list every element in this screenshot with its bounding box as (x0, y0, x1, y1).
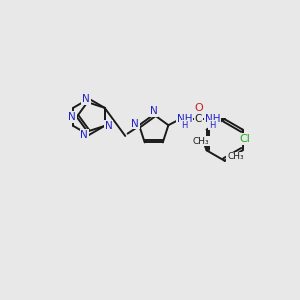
Text: N: N (80, 130, 88, 140)
Text: N: N (131, 118, 139, 129)
Text: H: H (209, 121, 215, 130)
Text: NH: NH (177, 114, 192, 124)
Text: N: N (68, 112, 76, 122)
Text: N: N (105, 121, 112, 131)
Text: C: C (195, 114, 202, 124)
Text: O: O (194, 103, 203, 112)
Text: NH: NH (205, 114, 220, 124)
Text: Cl: Cl (239, 134, 250, 144)
Text: CH₃: CH₃ (227, 152, 244, 161)
Text: N: N (82, 94, 90, 104)
Text: N: N (150, 106, 158, 116)
Text: CH₃: CH₃ (193, 136, 209, 146)
Text: H: H (182, 121, 188, 130)
